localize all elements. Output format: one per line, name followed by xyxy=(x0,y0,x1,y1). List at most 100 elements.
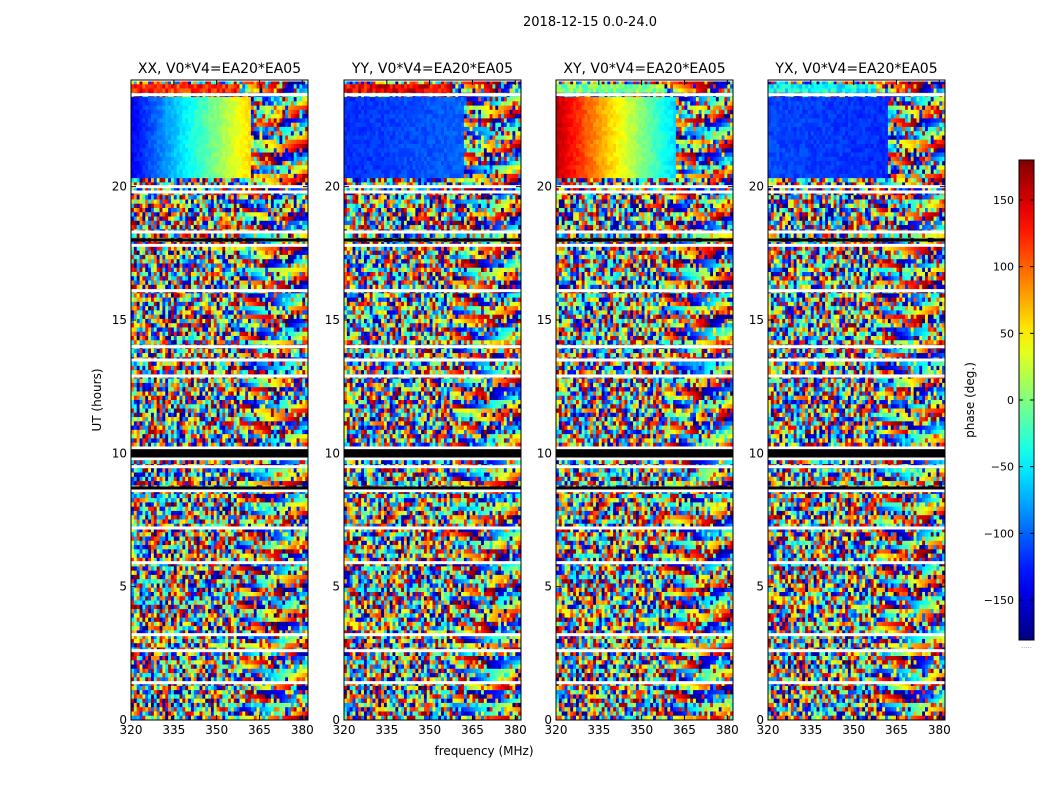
phase-cell xyxy=(173,114,178,119)
phase-cell xyxy=(213,88,218,94)
phase-cell xyxy=(176,246,180,252)
phase-cell xyxy=(299,280,303,286)
phase-cell xyxy=(205,267,209,273)
phase-cell xyxy=(165,216,169,222)
phase-cell xyxy=(222,353,226,358)
phase-cell xyxy=(156,246,160,252)
phase-cell xyxy=(199,331,203,337)
phase-cell xyxy=(136,84,140,89)
phase-cell xyxy=(230,114,235,119)
phase-cell xyxy=(230,173,235,179)
phase-cell xyxy=(290,135,295,141)
phase-cell xyxy=(279,156,283,162)
phase-cell xyxy=(245,195,249,200)
phase-cell xyxy=(185,276,189,281)
phase-cell xyxy=(219,233,223,239)
phase-cell xyxy=(153,272,158,277)
phase-cell xyxy=(156,263,160,269)
phase-cell xyxy=(188,118,192,124)
phase-cell xyxy=(242,310,246,316)
phase-cell xyxy=(219,122,223,128)
phase-cell xyxy=(219,254,223,260)
phase-cell xyxy=(230,225,235,230)
phase-cell xyxy=(213,259,218,264)
phase-cell xyxy=(173,353,178,358)
phase-cell xyxy=(165,208,169,213)
phase-cell xyxy=(168,284,172,290)
phase-cell xyxy=(131,378,135,384)
phase-cell xyxy=(213,314,218,320)
phase-cell xyxy=(250,156,255,162)
phase-cell xyxy=(145,101,149,106)
phase-cell xyxy=(288,208,292,213)
phase-cell xyxy=(228,126,232,132)
phase-cell xyxy=(196,323,200,328)
phase-cell xyxy=(156,250,160,256)
phase-cell xyxy=(133,139,138,145)
phase-cell xyxy=(242,361,246,367)
phase-cell xyxy=(236,276,240,281)
phase-cell xyxy=(196,336,200,341)
phase-cell xyxy=(230,178,235,183)
phase-cell xyxy=(302,135,306,141)
phase-cell xyxy=(302,400,306,405)
phase-cell xyxy=(276,417,280,422)
phase-cell xyxy=(219,365,223,371)
phase-cell xyxy=(236,169,240,175)
phase-cell xyxy=(296,417,300,422)
phase-cell xyxy=(273,365,277,371)
phase-cell xyxy=(228,246,232,252)
phase-cell xyxy=(148,225,152,230)
phase-cell xyxy=(148,306,152,311)
phase-cell xyxy=(262,225,266,230)
phase-cell xyxy=(202,156,206,162)
phase-cell xyxy=(279,80,283,85)
phase-cell xyxy=(202,233,206,239)
phase-cell xyxy=(188,314,192,320)
phase-cell xyxy=(265,412,269,418)
phase-cell xyxy=(225,156,229,162)
phase-cell xyxy=(242,370,246,375)
phase-cell xyxy=(136,148,140,153)
phase-cell xyxy=(230,259,235,264)
phase-cell xyxy=(290,169,295,175)
phase-cell xyxy=(159,195,163,200)
phase-cell xyxy=(282,340,286,345)
phase-cell xyxy=(145,267,149,273)
phase-cell xyxy=(233,408,238,414)
phase-cell xyxy=(190,323,195,328)
phase-cell xyxy=(222,404,226,409)
phase-cell xyxy=(179,208,183,213)
phase-cell xyxy=(253,310,258,316)
phase-cell xyxy=(248,152,252,158)
phase-cell xyxy=(276,101,280,106)
phase-cell xyxy=(202,199,206,205)
phase-cell xyxy=(185,139,189,145)
phase-cell xyxy=(176,139,180,145)
phase-cell xyxy=(299,306,303,311)
phase-cell xyxy=(242,318,246,324)
phase-cell xyxy=(228,195,232,200)
phase-cell xyxy=(216,118,220,124)
phase-cell xyxy=(196,144,200,149)
phase-cell xyxy=(136,284,140,290)
phase-cell xyxy=(219,284,223,290)
phase-cell xyxy=(270,122,275,128)
phase-cell xyxy=(293,126,297,132)
phase-cell xyxy=(299,135,303,141)
phase-cell xyxy=(179,314,183,320)
phase-cell xyxy=(173,246,178,252)
phase-cell xyxy=(196,297,200,303)
phase-cell xyxy=(225,173,229,179)
phase-cell xyxy=(210,195,215,200)
phase-cell xyxy=(182,118,186,124)
phase-cell xyxy=(228,259,232,264)
phase-cell xyxy=(219,417,223,422)
phase-cell xyxy=(190,169,195,175)
phase-cell xyxy=(159,135,163,141)
phase-cell xyxy=(288,297,292,303)
phase-cell xyxy=(279,404,283,409)
phase-cell xyxy=(162,323,166,328)
phase-cell xyxy=(276,144,280,149)
phase-cell xyxy=(153,370,158,375)
